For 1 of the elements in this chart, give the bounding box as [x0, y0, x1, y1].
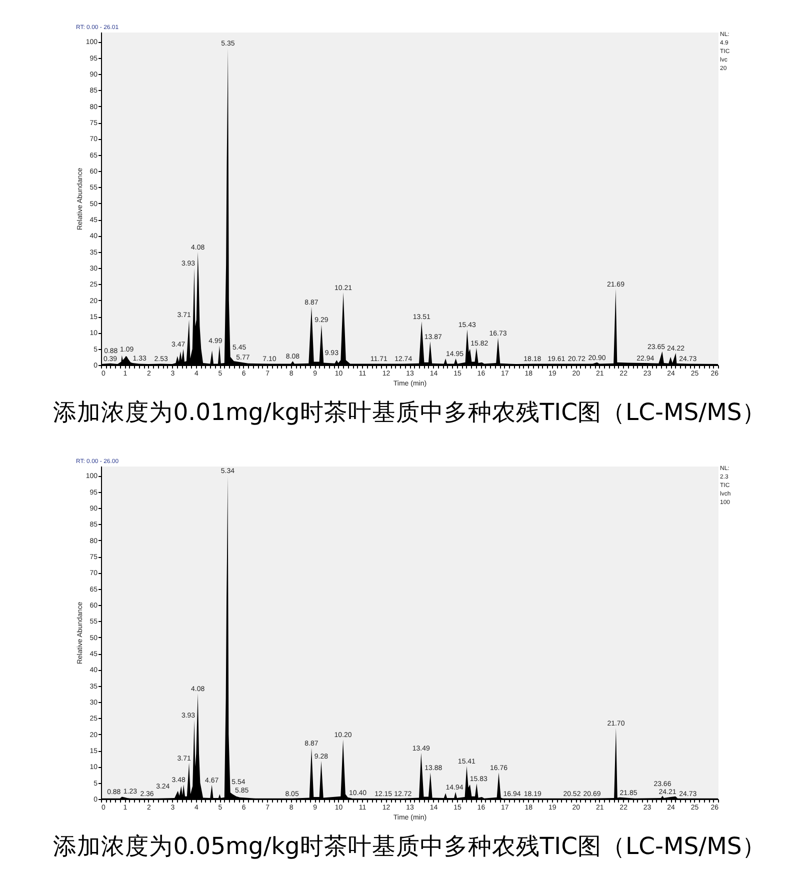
text: 添加浓度为0.05mg/kg时茶叶基质中多种农残TIC图（LC-MS/MS）: [53, 832, 766, 860]
